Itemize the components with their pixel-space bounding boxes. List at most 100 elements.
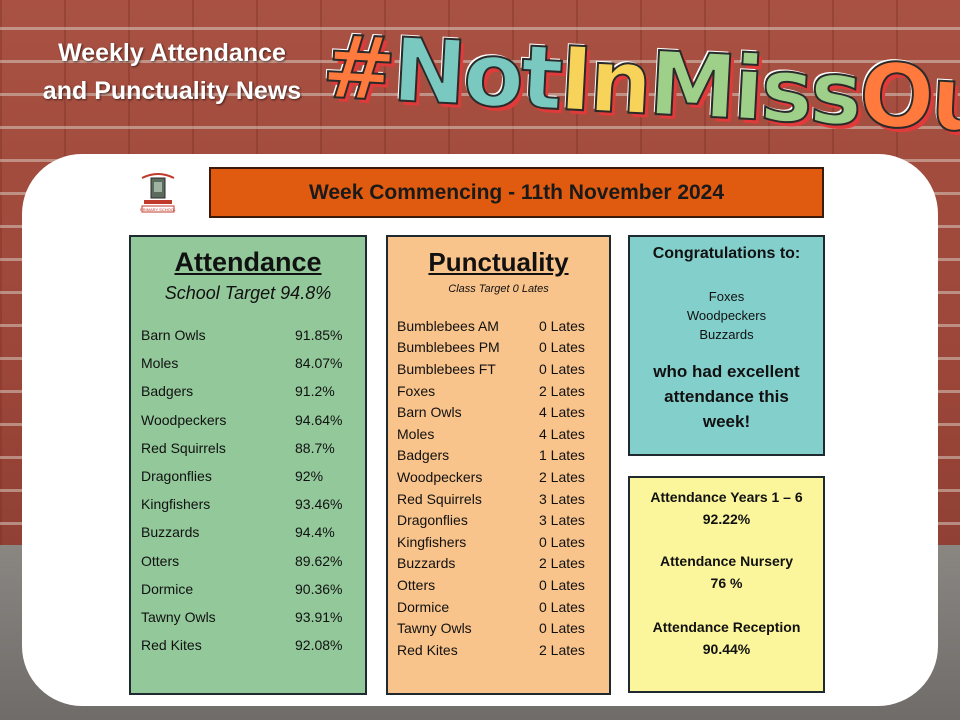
lates-value: 3 Lates xyxy=(539,490,585,507)
class-name: Woodpeckers xyxy=(141,411,227,428)
punctuality-panel: Punctuality Class Target 0 Lates Bumbleb… xyxy=(386,235,611,695)
attendance-row: Red Squirrels 88.7% xyxy=(141,434,351,462)
lates-value: 2 Lates xyxy=(539,641,585,658)
headline-line-2: and Punctuality News xyxy=(42,77,302,105)
attendance-value: 94.4% xyxy=(295,524,335,541)
hashtag-logo: # Not In Miss Out xyxy=(318,0,960,178)
attendance-value: 90.36% xyxy=(295,580,343,597)
attendance-row: Buzzards 94.4% xyxy=(141,518,351,546)
attendance-row: Otters 89.62% xyxy=(141,547,351,575)
hashtag-part-out: Out xyxy=(856,41,960,155)
school-crest-icon: PRIMARY SCHOOL xyxy=(140,173,177,213)
attendance-panel: Attendance School Target 94.8% Barn Owls… xyxy=(129,235,367,695)
class-name: Moles xyxy=(397,425,435,442)
lates-value: 3 Lates xyxy=(539,512,585,529)
class-name: Red Squirrels xyxy=(397,490,482,507)
totals-reception: Attendance Reception 90.44% xyxy=(630,616,823,660)
lates-value: 2 Lates xyxy=(539,468,585,485)
class-name: Buzzards xyxy=(397,555,456,572)
attendance-row: Woodpeckers 94.64% xyxy=(141,406,351,434)
punctuality-row: Red Kites 2 Lates xyxy=(397,639,597,661)
class-name: Barn Owls xyxy=(141,327,206,344)
class-name: Tawny Owls xyxy=(397,620,472,637)
class-name: Red Kites xyxy=(141,637,202,654)
class-name: Badgers xyxy=(397,447,450,464)
attendance-row: Moles 84.07% xyxy=(141,349,351,377)
totals-nursery: Attendance Nursery 76 % xyxy=(630,550,823,594)
punctuality-target: Class Target 0 Lates xyxy=(448,283,549,295)
hashtag-part-in: In xyxy=(556,26,653,136)
totals-value: 90.44% xyxy=(702,641,751,657)
punctuality-row: Bumblebees AM 0 Lates xyxy=(397,315,597,337)
attendance-list: Barn Owls 91.85% Moles 84.07% Badgers 91.2%… xyxy=(141,321,351,659)
class-name: Red Squirrels xyxy=(141,439,226,456)
week-commencing-banner: Week Commencing - 11th November 2024 xyxy=(209,167,824,218)
congratulated-class: Foxes xyxy=(708,289,745,304)
crest-text: PRIMARY SCHOOL xyxy=(140,207,177,212)
class-name: Moles xyxy=(141,355,179,372)
lates-value: 2 Lates xyxy=(539,382,585,399)
totals-label: Attendance Years 1 – 6 xyxy=(650,489,803,505)
punctuality-row: Woodpeckers 2 Lates xyxy=(397,466,597,488)
lates-value: 4 Lates xyxy=(539,425,585,442)
class-name: Woodpeckers xyxy=(397,468,483,485)
punctuality-row: Buzzards 2 Lates xyxy=(397,553,597,575)
class-name: Bumblebees FT xyxy=(397,360,496,377)
attendance-row: Dormice 90.36% xyxy=(141,575,351,603)
class-name: Dormice xyxy=(141,580,194,597)
class-name: Tawny Owls xyxy=(141,608,216,625)
class-name: Dormice xyxy=(397,598,450,615)
page-headline: Weekly Attendance and Punctuality News xyxy=(22,34,322,110)
attendance-row: Kingfishers 93.46% xyxy=(141,490,351,518)
punctuality-row: Barn Owls 4 Lates xyxy=(397,401,597,423)
class-name: Kingfishers xyxy=(397,533,467,550)
punctuality-row: Foxes 2 Lates xyxy=(397,380,597,402)
class-name: Dragonflies xyxy=(141,468,212,485)
totals-value: 76 % xyxy=(710,575,743,591)
class-name: Foxes xyxy=(397,382,436,399)
attendance-value: 93.46% xyxy=(295,496,343,513)
lates-value: 4 Lates xyxy=(539,404,585,421)
punctuality-row: Kingfishers 0 Lates xyxy=(397,531,597,553)
attendance-value: 89.62% xyxy=(295,552,343,569)
attendance-value: 91.2% xyxy=(295,383,335,400)
totals-years-1-6: Attendance Years 1 – 6 92.22% xyxy=(630,486,823,530)
attendance-value: 94.64% xyxy=(295,411,343,428)
headline-line-1: Weekly Attendance xyxy=(58,39,286,67)
attendance-row: Tawny Owls 93.91% xyxy=(141,603,351,631)
punctuality-row: Dragonflies 3 Lates xyxy=(397,509,597,531)
attendance-value: 91.85% xyxy=(295,327,343,344)
attendance-row: Dragonflies 92% xyxy=(141,462,351,490)
class-name: Kingfishers xyxy=(141,496,211,513)
totals-value: 92.22% xyxy=(702,511,751,527)
class-name: Bumblebees AM xyxy=(397,317,499,334)
lates-value: 0 Lates xyxy=(539,317,585,334)
attendance-value: 93.91% xyxy=(295,608,343,625)
class-name: Otters xyxy=(397,576,436,593)
attendance-value: 92.08% xyxy=(295,637,343,654)
punctuality-row: Badgers 1 Lates xyxy=(397,445,597,467)
punctuality-list: Bumblebees AM 0 Lates Bumblebees PM 0 Late… xyxy=(397,315,597,661)
attendance-value: 84.07% xyxy=(295,355,343,372)
class-name: Red Kites xyxy=(397,641,458,658)
congratulations-names: Foxes Woodpeckers Buzzards xyxy=(630,287,823,344)
congratulations-panel: Congratulations to: Foxes Woodpeckers Bu… xyxy=(628,235,825,456)
punctuality-row: Otters 0 Lates xyxy=(397,574,597,596)
attendance-value: 88.7% xyxy=(295,439,335,456)
congratulations-title: Congratulations to: xyxy=(652,245,801,262)
attendance-row: Badgers 91.2% xyxy=(141,377,351,405)
hashtag-part-not: Not xyxy=(389,17,563,131)
class-name: Barn Owls xyxy=(397,404,462,421)
attendance-totals-panel: Attendance Years 1 – 6 92.22% Attendance… xyxy=(628,476,825,693)
attendance-target: School Target 94.8% xyxy=(164,283,332,303)
congratulations-message: who had excellent attendance this week! xyxy=(653,362,800,431)
attendance-title: Attendance xyxy=(174,247,322,277)
punctuality-title: Punctuality xyxy=(428,247,569,277)
congratulated-class: Buzzards xyxy=(699,327,754,342)
lates-value: 0 Lates xyxy=(539,533,585,550)
attendance-value: 92% xyxy=(295,468,324,485)
lates-value: 0 Lates xyxy=(539,620,585,637)
punctuality-row: Bumblebees PM 0 Lates xyxy=(397,337,597,359)
class-name: Otters xyxy=(141,552,180,569)
lates-value: 2 Lates xyxy=(539,555,585,572)
